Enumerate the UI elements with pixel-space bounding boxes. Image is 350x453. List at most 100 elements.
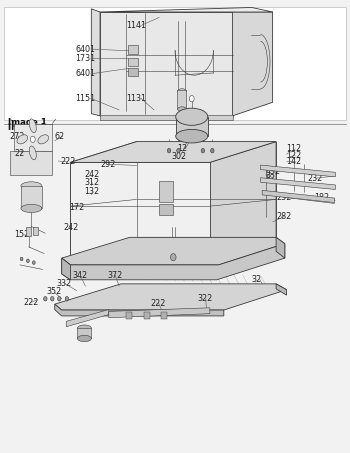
Circle shape [211, 149, 214, 153]
Circle shape [189, 96, 194, 102]
Polygon shape [100, 12, 232, 116]
Text: 332: 332 [56, 279, 72, 288]
Text: 292: 292 [100, 159, 116, 169]
Polygon shape [70, 142, 276, 162]
Text: Image 2: Image 2 [8, 123, 47, 132]
Text: 6401: 6401 [76, 44, 96, 53]
Text: 142: 142 [287, 157, 302, 166]
Text: 32: 32 [252, 275, 262, 284]
Text: 6401: 6401 [76, 69, 96, 78]
Bar [21, 186, 42, 208]
Polygon shape [260, 178, 335, 189]
Text: 132: 132 [84, 187, 99, 196]
Polygon shape [62, 258, 70, 280]
Circle shape [201, 149, 205, 153]
Text: 1731: 1731 [76, 54, 96, 63]
Polygon shape [260, 165, 335, 177]
Bar [161, 312, 167, 318]
Polygon shape [62, 244, 285, 280]
Text: 1141: 1141 [126, 21, 146, 30]
Bar [77, 328, 91, 338]
Circle shape [30, 136, 35, 143]
Text: Image 1: Image 1 [8, 118, 47, 127]
Polygon shape [210, 142, 276, 258]
Text: 122: 122 [287, 151, 302, 159]
Text: 242: 242 [84, 169, 100, 178]
Bar [144, 312, 150, 318]
Text: 282: 282 [276, 212, 291, 221]
Circle shape [57, 297, 61, 301]
Circle shape [33, 261, 35, 265]
Text: 222: 222 [60, 158, 75, 166]
Text: 322: 322 [198, 294, 213, 303]
Text: 12: 12 [177, 145, 187, 153]
Text: 82: 82 [266, 173, 276, 183]
Ellipse shape [38, 135, 49, 144]
Polygon shape [100, 7, 273, 12]
Bar [159, 181, 173, 202]
Bar [4, 6, 346, 120]
Polygon shape [70, 142, 136, 258]
Ellipse shape [21, 182, 42, 190]
Text: 62: 62 [55, 132, 65, 141]
Polygon shape [276, 284, 287, 295]
Circle shape [170, 254, 176, 261]
Polygon shape [62, 237, 285, 265]
Bar [26, 226, 32, 236]
Circle shape [65, 297, 69, 301]
Text: 342: 342 [72, 271, 87, 280]
Text: 222: 222 [23, 298, 39, 307]
Text: 252: 252 [276, 193, 292, 202]
Text: 352: 352 [46, 288, 61, 296]
Polygon shape [55, 284, 287, 310]
Polygon shape [232, 12, 273, 116]
Bar [10, 151, 52, 175]
Text: 152: 152 [15, 230, 30, 239]
Polygon shape [70, 162, 210, 258]
Polygon shape [55, 304, 224, 316]
Bar [159, 204, 173, 215]
Ellipse shape [77, 325, 91, 331]
Text: 182: 182 [314, 193, 330, 202]
Ellipse shape [177, 89, 186, 93]
Polygon shape [262, 190, 335, 202]
Circle shape [50, 297, 54, 301]
Text: 372: 372 [107, 271, 122, 280]
Text: 302: 302 [172, 152, 187, 161]
Polygon shape [276, 237, 285, 258]
Bar [128, 45, 138, 54]
Ellipse shape [29, 146, 36, 160]
Text: 22: 22 [14, 149, 24, 158]
Text: 272: 272 [9, 132, 25, 141]
Bar [126, 312, 132, 318]
Bar [128, 68, 138, 76]
Ellipse shape [77, 335, 91, 342]
Bar [177, 90, 186, 109]
Text: 112: 112 [287, 145, 302, 153]
Text: 222: 222 [150, 299, 166, 308]
Ellipse shape [176, 130, 208, 143]
Bar [128, 58, 138, 66]
Ellipse shape [17, 135, 28, 144]
Text: 242: 242 [63, 223, 79, 232]
Polygon shape [91, 9, 100, 116]
Polygon shape [136, 142, 276, 237]
Text: 172: 172 [69, 202, 84, 212]
Bar [14, 124, 52, 151]
Ellipse shape [21, 204, 42, 212]
Ellipse shape [29, 119, 36, 133]
Circle shape [177, 149, 180, 153]
Circle shape [167, 149, 171, 153]
Bar [100, 116, 232, 120]
Circle shape [20, 257, 23, 261]
Polygon shape [66, 309, 109, 327]
Text: 1151: 1151 [76, 94, 96, 103]
Text: 312: 312 [84, 178, 99, 187]
Circle shape [43, 297, 47, 301]
Bar [33, 227, 38, 235]
Text: 232: 232 [307, 173, 323, 183]
Text: 1131: 1131 [126, 94, 146, 103]
Text: 432: 432 [266, 167, 281, 176]
Polygon shape [109, 308, 210, 318]
Circle shape [27, 259, 29, 263]
